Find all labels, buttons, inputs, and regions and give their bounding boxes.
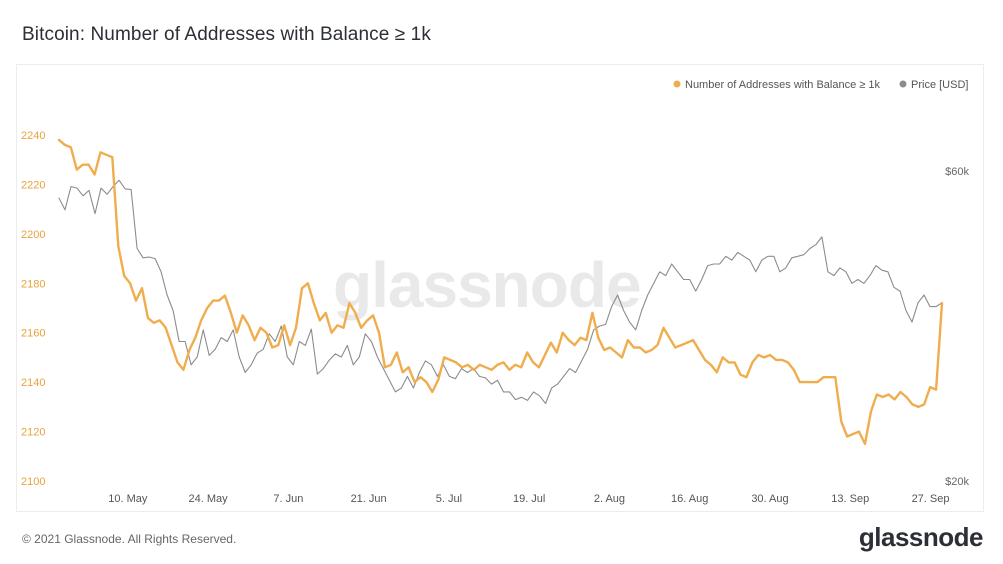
y-left-tick-label: 2220 bbox=[21, 179, 45, 191]
chart-frame: glassnode Number of Addresses with Balan… bbox=[16, 64, 984, 512]
x-tick-label: 27. Sep bbox=[912, 493, 950, 505]
x-axis: 10. May 24. May 7. Jun 21. Jun 5. Jul 19. Jul… bbox=[108, 493, 949, 505]
line-chart[interactable]: glassnode Number of Addresses with Balan… bbox=[17, 65, 985, 513]
x-tick-label: 13. Sep bbox=[831, 493, 869, 505]
addresses-series-line[interactable] bbox=[57, 138, 944, 446]
x-tick-label: 19. Jul bbox=[513, 493, 545, 505]
x-tick-label: 30. Aug bbox=[751, 493, 788, 505]
watermark: glassnode bbox=[333, 249, 641, 321]
y-left-tick-label: 2180 bbox=[21, 278, 45, 290]
chart-title: Bitcoin: Number of Addresses with Balanc… bbox=[22, 24, 431, 45]
y-left-tick-label: 2140 bbox=[21, 377, 45, 389]
y-left-tick-label: 2240 bbox=[21, 130, 45, 142]
legend-swatch bbox=[899, 80, 907, 88]
series-group bbox=[57, 138, 944, 446]
legend-label[interactable]: Number of Addresses with Balance ≥ 1k bbox=[685, 79, 880, 91]
y-left-tick-label: 2160 bbox=[21, 328, 45, 340]
x-tick-label: 10. May bbox=[108, 493, 148, 505]
legend: Number of Addresses with Balance ≥ 1k Pri… bbox=[673, 79, 968, 91]
legend-swatch bbox=[673, 80, 681, 88]
y-axis-left: 2100 2120 2140 2160 2180 2200 2220 2240 bbox=[21, 130, 45, 488]
y-right-tick-label: $20k bbox=[945, 476, 969, 488]
legend-label[interactable]: Price [USD] bbox=[911, 79, 968, 91]
x-tick-label: 24. May bbox=[189, 493, 229, 505]
x-tick-label: 7. Jun bbox=[273, 493, 303, 505]
x-tick-label: 16. Aug bbox=[671, 493, 708, 505]
y-left-tick-label: 2100 bbox=[21, 476, 45, 488]
copyright-footer: © 2021 Glassnode. All Rights Reserved. bbox=[22, 532, 237, 546]
y-left-tick-label: 2120 bbox=[21, 427, 45, 439]
glassnode-logo[interactable]: glassnode bbox=[858, 522, 984, 552]
price-series-line[interactable] bbox=[58, 179, 943, 405]
x-tick-label: 2. Aug bbox=[594, 493, 625, 505]
y-right-tick-label: $60k bbox=[945, 166, 969, 178]
x-tick-label: 21. Jun bbox=[351, 493, 387, 505]
y-left-tick-label: 2200 bbox=[21, 229, 45, 241]
y-axis-right: $20k $60k bbox=[945, 166, 969, 488]
x-tick-label: 5. Jul bbox=[436, 493, 462, 505]
